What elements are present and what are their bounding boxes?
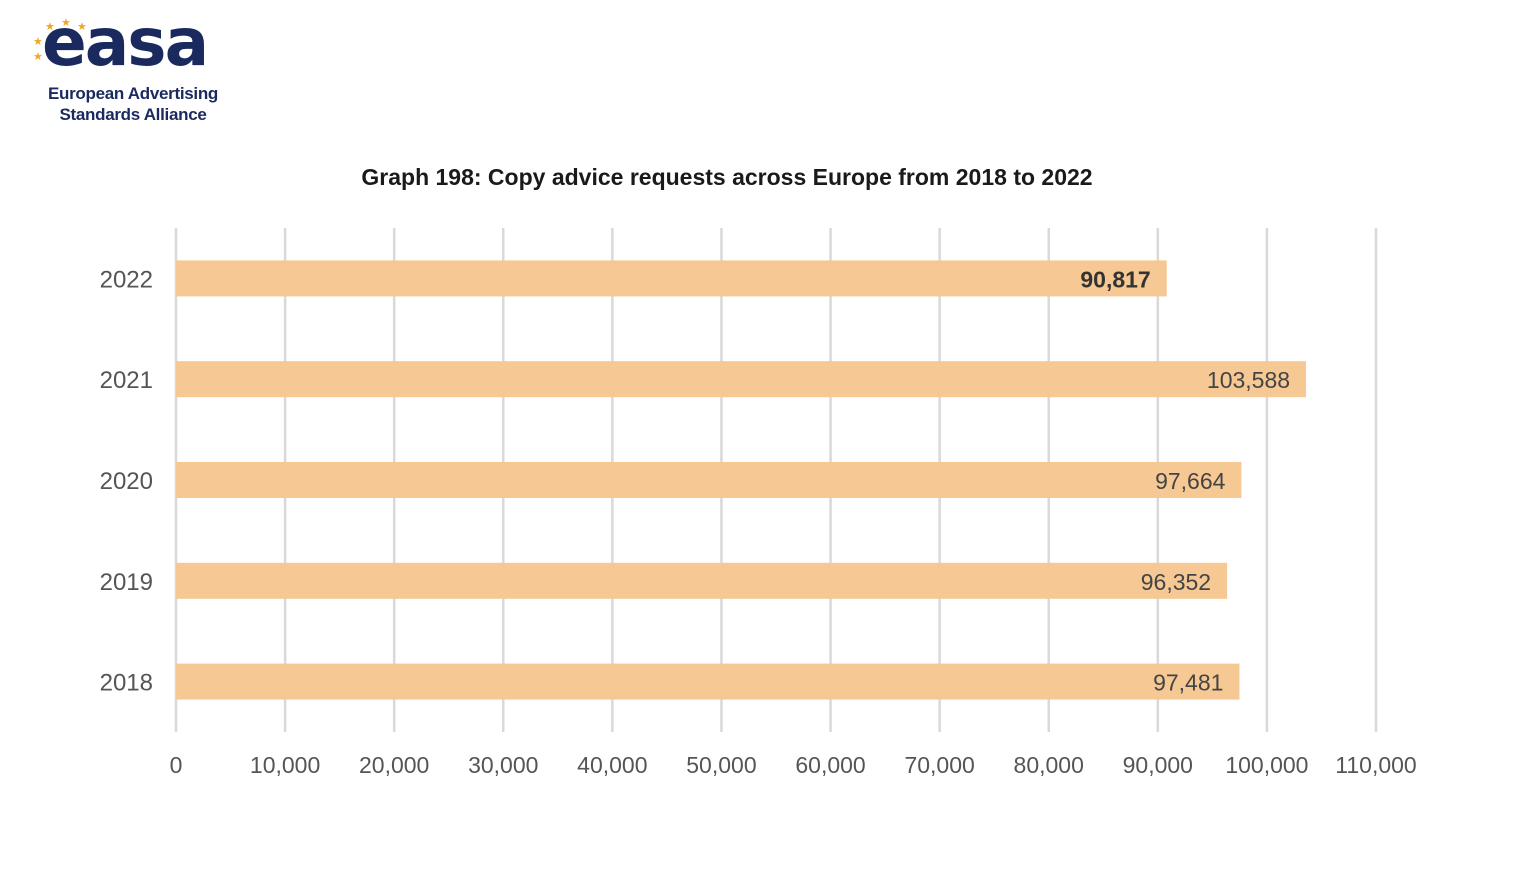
data-labels: 90,817 103,588 97,664 96,352 97,481 bbox=[1080, 266, 1290, 695]
x-tick-label: 20,000 bbox=[359, 752, 429, 778]
category-label: 2021 bbox=[100, 367, 153, 394]
x-tick-label: 90,000 bbox=[1123, 752, 1193, 778]
category-label: 2020 bbox=[100, 468, 153, 495]
bar bbox=[176, 260, 1167, 297]
chart-title: Graph 198: Copy advice requests across E… bbox=[361, 164, 1093, 190]
data-label: 97,664 bbox=[1155, 468, 1226, 494]
x-tick-label: 30,000 bbox=[468, 752, 538, 778]
x-tick-label: 50,000 bbox=[686, 752, 756, 778]
category-label: 2018 bbox=[100, 670, 153, 697]
data-label: 97,481 bbox=[1153, 670, 1223, 696]
x-tick-label: 80,000 bbox=[1014, 752, 1084, 778]
logo-tagline-line1: European Advertising bbox=[47, 84, 218, 103]
x-tick-label: 70,000 bbox=[904, 752, 974, 778]
x-axis-tick-labels: 0 10,000 20,000 30,000 40,000 50,000 60,000 70,… bbox=[170, 752, 1417, 778]
x-tick-label: 110,000 bbox=[1335, 752, 1416, 778]
x-tick-label: 100,000 bbox=[1225, 752, 1308, 778]
category-labels: 2022 2021 2020 2019 2018 bbox=[100, 266, 153, 696]
easa-logo: ★ ★ ★ ★ ★ easa European Advertising Stan… bbox=[28, 10, 248, 129]
data-label: 90,817 bbox=[1080, 266, 1150, 292]
logo-tagline-line2: Standards Alliance bbox=[59, 105, 207, 124]
bar bbox=[176, 663, 1240, 700]
bar bbox=[176, 562, 1228, 599]
x-tick-label: 10,000 bbox=[250, 752, 320, 778]
category-label: 2019 bbox=[100, 569, 153, 596]
logo-wordmark: easa bbox=[42, 4, 209, 81]
bar bbox=[176, 361, 1307, 398]
bar bbox=[176, 462, 1242, 498]
category-label: 2022 bbox=[100, 266, 153, 293]
x-tick-label: 40,000 bbox=[577, 752, 647, 778]
x-tick-label: 0 bbox=[170, 752, 183, 778]
data-label: 103,588 bbox=[1207, 367, 1290, 393]
bars bbox=[176, 260, 1307, 700]
data-label: 96,352 bbox=[1141, 569, 1211, 595]
x-tick-label: 60,000 bbox=[795, 752, 865, 778]
